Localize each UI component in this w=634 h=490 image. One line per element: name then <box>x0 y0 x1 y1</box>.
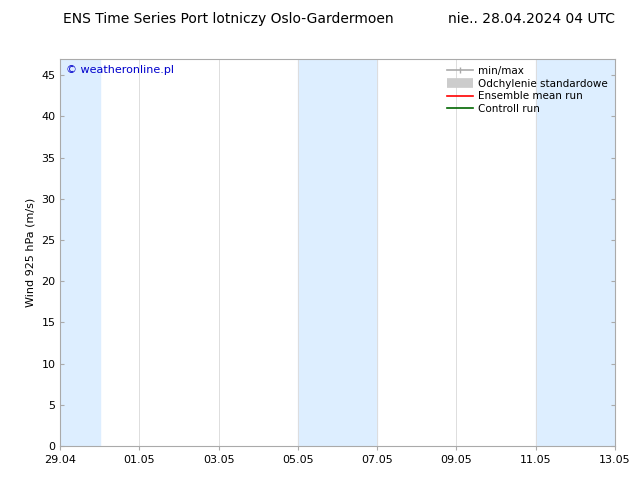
Text: © weatheronline.pl: © weatheronline.pl <box>66 65 174 74</box>
Text: nie.. 28.04.2024 04 UTC: nie.. 28.04.2024 04 UTC <box>448 12 615 26</box>
Bar <box>60 59 100 446</box>
Legend: min/max, Odchylenie standardowe, Ensemble mean run, Controll run: min/max, Odchylenie standardowe, Ensembl… <box>444 64 610 116</box>
Text: ENS Time Series Port lotniczy Oslo-Gardermoen: ENS Time Series Port lotniczy Oslo-Garde… <box>63 12 394 26</box>
Y-axis label: Wind 925 hPa (m/s): Wind 925 hPa (m/s) <box>26 198 36 307</box>
Bar <box>298 59 377 446</box>
Bar <box>536 59 615 446</box>
